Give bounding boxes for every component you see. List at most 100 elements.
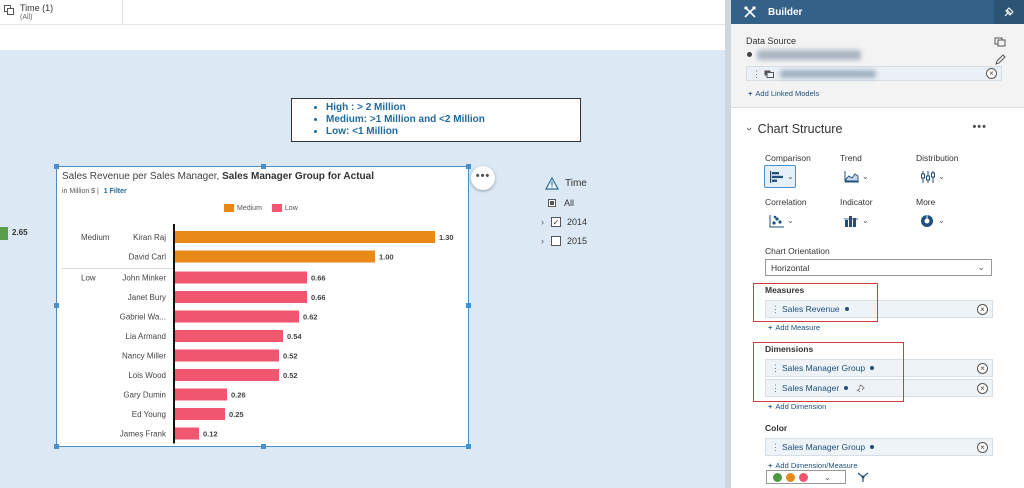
remove-dimension-icon[interactable]: × (977, 363, 988, 374)
chart-title-prefix: Sales Revenue per Sales Manager, (62, 171, 223, 182)
category-label: Janet Bury (128, 293, 166, 302)
dropdown-caret: ⌄ (862, 216, 869, 225)
bar (175, 388, 227, 401)
add-measure-link[interactable]: + Add Measure (768, 323, 820, 332)
trend-chart-button[interactable]: ⌄ (839, 165, 871, 188)
legend-item-low[interactable]: Low (271, 204, 298, 212)
data-label: 0.25 (229, 410, 244, 419)
chevron-right-icon[interactable]: › (541, 235, 544, 246)
palette-swatch (799, 472, 808, 482)
dimension-field-label: Sales Manager Group (782, 363, 866, 373)
note-item: High : > 2 Million (326, 102, 580, 114)
distribution-chart-button[interactable]: ⌄ (915, 165, 947, 188)
model-row[interactable]: ⋮ × (746, 66, 1002, 81)
time-filter-token[interactable]: Time (1) (All) (0, 0, 123, 24)
chart-legend: Medium Low (224, 204, 298, 212)
model-icon (764, 70, 774, 78)
select-all-checkbox[interactable] (548, 198, 556, 207)
edit-icon[interactable] (994, 54, 1006, 66)
time-tree-row-2015[interactable]: › 2015 (541, 231, 665, 250)
measure-field[interactable]: ⋮ Sales Revenue × (765, 300, 993, 318)
checkbox[interactable] (551, 235, 561, 246)
chart-orientation-label: Chart Orientation (765, 246, 830, 256)
pin-panel-button[interactable] (994, 0, 1024, 24)
dimension-field[interactable]: ⋮ Sales Manager Group × (765, 359, 993, 377)
add-dimension-measure-link[interactable]: + Add Dimension/Measure (768, 461, 858, 470)
color-palette-settings-icon[interactable] (857, 472, 869, 483)
chart-structure-header[interactable]: › Chart Structure (743, 122, 843, 136)
time-filter-label: Time (1) (20, 3, 54, 13)
builder-title: Builder (768, 6, 803, 18)
comparison-chart-button[interactable]: ⌄ (764, 165, 796, 188)
drag-handle-icon[interactable]: ⋮ (771, 304, 780, 314)
resize-handle[interactable] (466, 303, 471, 308)
category-label: John Minker (122, 274, 166, 283)
more-chart-types-button[interactable]: ⌄ (915, 209, 947, 232)
copy-icon[interactable] (994, 37, 1006, 47)
indicator-chart-button[interactable]: ⌄ (839, 209, 871, 232)
resize-handle[interactable] (261, 164, 266, 169)
resize-handle[interactable] (54, 164, 59, 169)
note-item: Low: <1 Million (326, 126, 580, 138)
chart-orientation-value: Horizontal (771, 263, 810, 273)
category-label: Gary Dumin (123, 391, 166, 400)
drag-handle-icon[interactable]: ⋮ (752, 69, 761, 79)
resize-handle[interactable] (54, 303, 59, 308)
resize-handle[interactable] (466, 444, 471, 449)
warning-icon (545, 177, 559, 190)
time-tree-row-2014[interactable]: › ✓ 2014 (541, 212, 665, 231)
page-header-gap (0, 25, 725, 50)
remove-model-icon[interactable]: × (986, 68, 997, 79)
dimension-field[interactable]: ⋮ Sales Manager × (765, 379, 993, 397)
panel-splitter[interactable] (725, 0, 731, 488)
color-field[interactable]: ⋮ Sales Manager Group × (765, 438, 993, 456)
chevron-down-icon: ⌄ (977, 262, 985, 272)
time-tree-row-all[interactable]: All (545, 193, 665, 212)
palette-swatch (786, 472, 795, 482)
category-label: David Carl (129, 253, 167, 262)
category-label: Gabriel Wa... (120, 313, 166, 322)
chevron-right-icon[interactable]: › (541, 216, 544, 227)
data-label: 0.66 (311, 274, 326, 283)
color-palette-select[interactable]: ⌄ (766, 470, 846, 484)
group-label: Medium (81, 233, 110, 242)
color-label: Color (765, 423, 788, 433)
data-label: 0.62 (303, 313, 318, 322)
threshold-note[interactable]: High : > 2 Million Medium: >1 Million an… (291, 98, 581, 142)
chart-filter-link[interactable]: 1 Filter (103, 188, 127, 195)
resize-handle[interactable] (261, 444, 266, 449)
measures-label: Measures (765, 285, 805, 295)
remove-dimension-icon[interactable]: × (977, 383, 988, 394)
bar (175, 330, 283, 342)
filter-bar: Time (1) (All) (0, 0, 725, 25)
dimensions-label: Dimensions (765, 344, 814, 354)
drag-handle-icon[interactable]: ⋮ (771, 442, 780, 452)
chart-more-button[interactable]: ••• (471, 166, 495, 190)
chart-type-label: More (916, 197, 936, 207)
checkbox-checked[interactable]: ✓ (551, 216, 561, 227)
more-options-icon[interactable]: ••• (972, 121, 987, 133)
category-label: Ed Young (132, 410, 166, 419)
resize-handle[interactable] (54, 444, 59, 449)
category-label: Lois Wood (128, 371, 166, 380)
time-tree-title: Time (565, 178, 587, 189)
filter-icon (4, 5, 14, 15)
add-linked-models-link[interactable]: + Add Linked Models (748, 89, 820, 98)
bar (175, 408, 225, 420)
add-dimension-link[interactable]: + Add Dimension (768, 402, 827, 411)
data-label: 1.00 (379, 253, 394, 262)
legend-item-medium[interactable]: Medium (224, 204, 262, 212)
category-label: Nancy Miller (122, 352, 166, 361)
chart-orientation-select[interactable]: Horizontal ⌄ (765, 259, 992, 276)
remove-color-icon[interactable]: × (977, 442, 988, 453)
partial-bar-value: 2.65 (12, 228, 28, 237)
resize-handle[interactable] (466, 164, 471, 169)
correlation-chart-button[interactable]: ⌄ (764, 209, 796, 232)
bar-chart-widget[interactable]: Sales Revenue per Sales Manager, Sales M… (54, 164, 471, 449)
remove-measure-icon[interactable]: × (977, 304, 988, 315)
drag-handle-icon[interactable]: ⋮ (771, 383, 780, 393)
chart-title: Sales Revenue per Sales Manager, Sales M… (62, 171, 374, 182)
time-input-control: Time All › ✓ 2014 › 2015 (541, 174, 665, 250)
dropdown-caret: ⌄ (938, 216, 945, 225)
drag-handle-icon[interactable]: ⋮ (771, 363, 780, 373)
